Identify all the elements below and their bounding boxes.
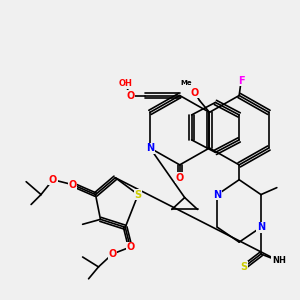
Text: N: N bbox=[257, 222, 265, 232]
Text: N: N bbox=[146, 143, 154, 153]
Text: O: O bbox=[126, 91, 134, 100]
Text: S: S bbox=[134, 190, 142, 200]
Text: NH: NH bbox=[272, 256, 286, 266]
Text: S: S bbox=[241, 262, 248, 272]
Text: Me: Me bbox=[181, 80, 193, 85]
Text: O: O bbox=[108, 249, 116, 259]
Text: F: F bbox=[238, 76, 244, 85]
Text: N: N bbox=[213, 190, 221, 200]
Text: O: O bbox=[176, 173, 184, 183]
Text: O: O bbox=[126, 242, 134, 252]
Text: O: O bbox=[69, 180, 77, 190]
Text: O: O bbox=[49, 175, 57, 185]
Text: O: O bbox=[190, 88, 199, 98]
Text: OH: OH bbox=[118, 79, 132, 88]
